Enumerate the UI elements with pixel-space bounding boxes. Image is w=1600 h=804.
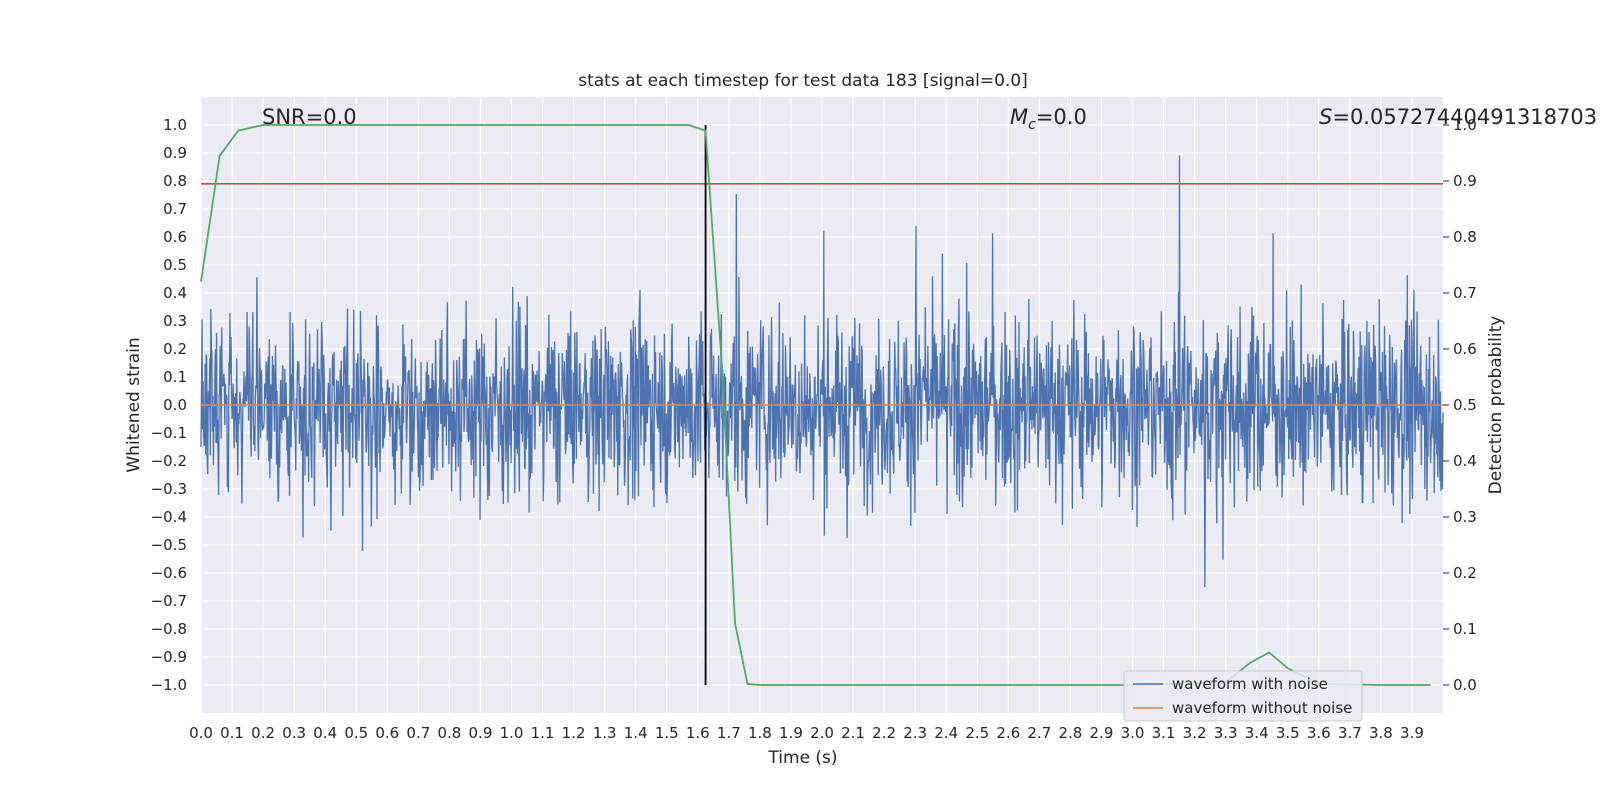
annotation-mc-subscript: c (1028, 117, 1036, 133)
y-tick-label: −0.4 (151, 508, 187, 526)
y-tick-label: 0.0 (163, 396, 187, 414)
y-tick-label: 0.9 (163, 144, 187, 162)
chart-title: stats at each timestep for test data 183… (578, 71, 1028, 91)
x-tick-label: 3.4 (1245, 724, 1269, 742)
x-tick-label: 0.3 (282, 724, 306, 742)
x-tick-label: 0.9 (469, 724, 493, 742)
x-tick-label: 0.5 (344, 724, 368, 742)
y-tick-label: 0.6 (163, 228, 187, 246)
probability-line (200, 124, 1431, 686)
annotation-mc-value: =0.0 (1036, 105, 1087, 129)
x-tick-label: 2.1 (841, 724, 865, 742)
y2-tick-label: 1.0 (1453, 116, 1477, 134)
y2-tick-label: 0.0 (1453, 676, 1477, 694)
annotation-mc-symbol: M (1010, 105, 1028, 129)
x-tick-label: 1.8 (748, 724, 772, 742)
x-tick-label: 1.3 (593, 724, 617, 742)
y-axis-label: Whitened strain (124, 337, 144, 472)
y2-tick-label: 0.3 (1453, 508, 1477, 526)
y2-tick-label: 0.1 (1453, 620, 1477, 638)
y2-tick-label: 0.8 (1453, 228, 1477, 246)
y-axis-ticks: 1.0 0.9 0.8 0.7 0.6 0.5 0.4 0.3 0.2 0.1 0.0 −0.1 −0.… (151, 116, 187, 694)
y-tick-label: −1.0 (151, 676, 187, 694)
x-tick-label: 0.6 (375, 724, 399, 742)
x-tick-label: 1.2 (562, 724, 586, 742)
y-tick-label: −0.3 (151, 480, 187, 498)
legend-box (1123, 670, 1363, 722)
annotation-snr: SNR=0.0 (262, 105, 357, 129)
x-tick-label: 1.9 (779, 724, 803, 742)
x-tick-label: 0.0 (189, 724, 213, 742)
y-tick-label: −0.9 (151, 648, 187, 666)
x-axis-label: Time (s) (767, 748, 837, 768)
legend-label-clean: waveform without noise (1172, 699, 1352, 717)
x-tick-label: 2.8 (1058, 724, 1082, 742)
x-tick-label: 3.5 (1276, 724, 1300, 742)
x-tick-label: 1.0 (500, 724, 524, 742)
noise-waveform-line (200, 155, 1444, 587)
x-tick-label: 2.7 (1027, 724, 1051, 742)
x-tick-label: 0.4 (313, 724, 337, 742)
x-tick-label: 3.7 (1338, 724, 1362, 742)
y-tick-label: 0.2 (163, 340, 187, 358)
x-tick-label: 2.0 (810, 724, 834, 742)
y2-tick-label: 0.9 (1453, 172, 1477, 190)
x-tick-label: 0.8 (437, 724, 461, 742)
x-tick-label: 2.3 (903, 724, 927, 742)
annotation-s-value: =0.05727440491318703 (1332, 105, 1597, 129)
y-tick-label: 1.0 (163, 116, 187, 134)
annotation-s: S=0.05727440491318703 (1319, 105, 1597, 129)
annotation-chirp-mass: Mc=0.0 (1010, 105, 1087, 133)
y2-tick-label: 0.4 (1453, 452, 1477, 470)
x-tick-label: 3.8 (1369, 724, 1393, 742)
y-tick-label: 0.5 (163, 256, 187, 274)
y-tick-label: 0.4 (163, 284, 187, 302)
y-tick-label: 0.7 (163, 200, 187, 218)
y-tick-label: −0.7 (151, 592, 187, 610)
series-detection-probability (200, 124, 1431, 686)
x-tick-label: 2.6 (996, 724, 1020, 742)
x-tick-label: 3.3 (1214, 724, 1238, 742)
x-tick-label: 3.6 (1307, 724, 1331, 742)
x-tick-label: 1.6 (686, 724, 710, 742)
legend: waveform with noise waveform without noi… (1123, 670, 1363, 722)
x-tick-label: 0.7 (406, 724, 430, 742)
x-tick-label: 0.1 (220, 724, 244, 742)
y-tick-label: 0.8 (163, 172, 187, 190)
y2-tick-label: 0.6 (1453, 340, 1477, 358)
series-waveform-with-noise (200, 155, 1444, 587)
x-tick-label: 2.4 (934, 724, 958, 742)
x-tick-label: 1.1 (531, 724, 555, 742)
x-tick-label: 3.1 (1152, 724, 1176, 742)
y-tick-label: −0.8 (151, 620, 187, 638)
x-tick-label: 3.2 (1183, 724, 1207, 742)
annotation-s-symbol: S (1319, 105, 1332, 129)
x-tick-label: 1.4 (624, 724, 648, 742)
y-tick-label: 0.1 (163, 368, 187, 386)
y2-tick-label: 0.5 (1453, 396, 1477, 414)
x-tick-label: 3.0 (1121, 724, 1145, 742)
legend-label-noise: waveform with noise (1172, 675, 1328, 693)
x-tick-label: 3.9 (1400, 724, 1424, 742)
x-tick-label: 2.2 (872, 724, 896, 742)
y-tick-label: 0.3 (163, 312, 187, 330)
x-tick-label: 2.5 (965, 724, 989, 742)
x-tick-label: 1.7 (717, 724, 741, 742)
y2-tick-label: 0.2 (1453, 564, 1477, 582)
x-tick-label: 0.2 (251, 724, 275, 742)
x-axis-ticks: 0.0 0.1 0.2 0.3 0.4 0.5 0.6 0.7 0.8 0.9 1.0 1.1 1.2 1… (189, 724, 1424, 742)
y-tick-label: −0.5 (151, 536, 187, 554)
y-tick-label: −0.6 (151, 564, 187, 582)
y2-tick-label: 0.7 (1453, 284, 1477, 302)
y2-axis-ticks: 1.0 0.9 0.8 0.7 0.6 0.5 0.4 0.3 0.2 0.1 0.0 (1443, 116, 1477, 694)
y2-axis-label: Detection probability (1486, 316, 1506, 495)
x-tick-label: 2.9 (1090, 724, 1114, 742)
y-tick-label: −0.2 (151, 452, 187, 470)
x-tick-label: 1.5 (655, 724, 679, 742)
y-tick-label: −0.1 (151, 424, 187, 442)
